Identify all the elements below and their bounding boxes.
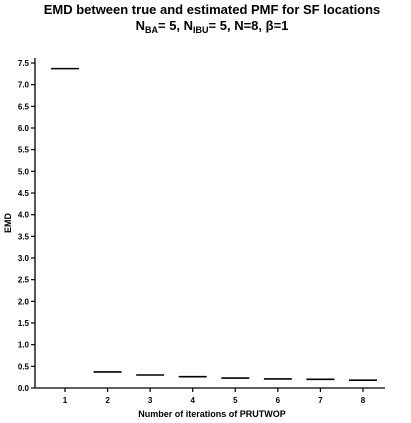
y-tick-label-0: 0.0 (18, 384, 30, 393)
data-marks (51, 67, 377, 382)
subtitle-n-ibu-sub: IBU (193, 25, 209, 35)
subtitle-n-ba: N (136, 18, 145, 33)
y-tick-label-9: 4.5 (18, 189, 30, 198)
subtitle-n-ibu: N (184, 18, 193, 33)
x-axis-label: Number of iterations of PRUTWOP (138, 409, 286, 419)
x-tick-label-0: 1 (63, 396, 68, 405)
y-tick-label-12: 6.0 (18, 124, 30, 133)
y-axis-ticks: 0.0 0.5 1.0 1.5 2.0 2.5 3.0 3.5 4.0 4.5 5.0 5.5 6.0 6… (18, 59, 35, 393)
x-tick-label-3: 4 (190, 396, 195, 405)
y-tick-label-14: 7.0 (18, 81, 30, 90)
y-tick-label-7: 3.5 (18, 232, 30, 241)
y-tick-label-4: 2.0 (18, 297, 30, 306)
x-tick-label-1: 2 (105, 396, 110, 405)
y-tick-label-6: 3.0 (18, 254, 30, 263)
chart-title: EMD between true and estimated PMF for S… (44, 2, 381, 17)
x-tick-label-2: 3 (148, 396, 153, 405)
x-tick-label-7: 8 (361, 396, 366, 405)
y-tick-label-3: 1.5 (18, 319, 30, 328)
x-axis-ticks: 1 2 3 4 5 6 7 8 (63, 388, 366, 405)
y-tick-label-1: 0.5 (18, 362, 30, 371)
y-tick-label-11: 5.5 (18, 146, 30, 155)
y-tick-label-8: 4.0 (18, 211, 30, 220)
x-tick-label-4: 5 (233, 396, 238, 405)
y-tick-label-13: 6.5 (18, 102, 30, 111)
subtitle-n-ibu-rest: = 5, N=8, β=1 (209, 18, 289, 33)
x-tick-label-5: 6 (276, 396, 281, 405)
y-axis-label: EMD (3, 213, 13, 234)
y-tick-label-2: 1.0 (18, 341, 30, 350)
y-tick-label-15: 7.5 (18, 59, 30, 68)
chart-subtitle: NBA= 5, NIBU= 5, N=8, β=1 (136, 18, 289, 35)
y-tick-label-10: 5.0 (18, 167, 30, 176)
x-tick-label-6: 7 (318, 396, 323, 405)
subtitle-n-ba-sub: BA (145, 25, 158, 35)
y-tick-label-5: 2.5 (18, 276, 30, 285)
subtitle-n-ba-rest: = 5, (158, 18, 184, 33)
